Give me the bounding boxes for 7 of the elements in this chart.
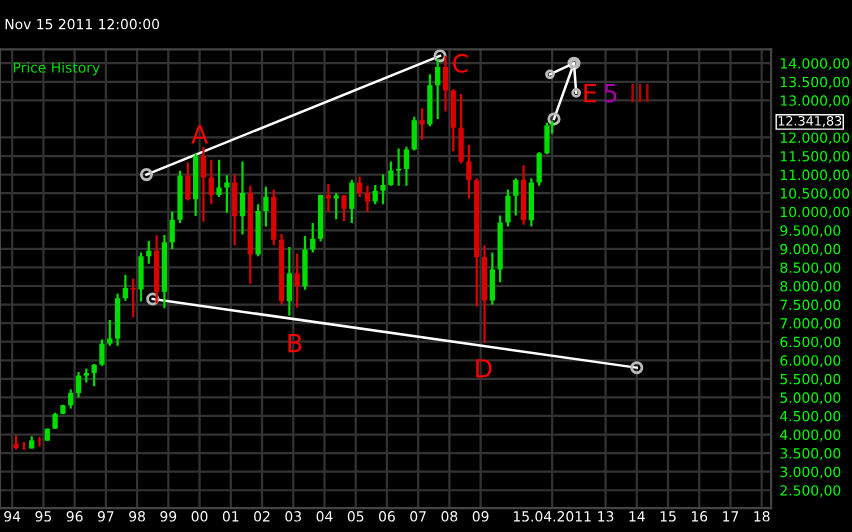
annotation: 5	[604, 84, 617, 103]
annotation: E	[584, 84, 597, 103]
annotation: D	[476, 359, 492, 378]
annotation: A	[191, 125, 209, 144]
annotation: C	[453, 53, 468, 73]
annotation: B	[288, 333, 302, 353]
annotation: III	[631, 84, 649, 103]
